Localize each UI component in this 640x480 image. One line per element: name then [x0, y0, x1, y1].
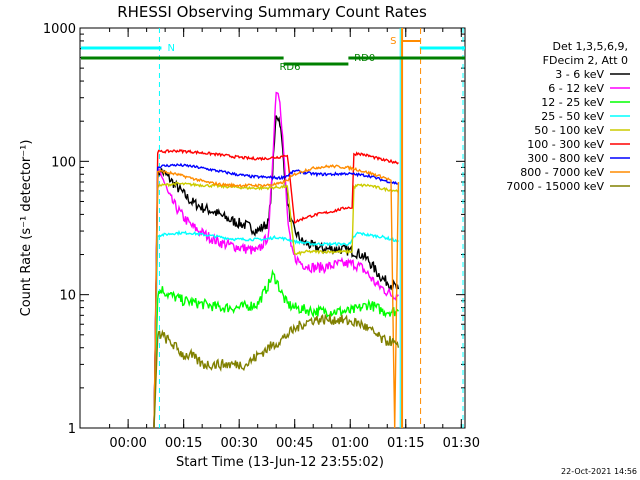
x-tick-label: 01:15 [387, 436, 424, 451]
night-label: N [167, 43, 174, 54]
y-axis-label: Count Rate (s⁻¹ detector⁻¹) [19, 140, 34, 317]
x-tick-label: 00:00 [109, 436, 146, 451]
series-line [153, 181, 399, 428]
y-tick-label: 1 [68, 422, 76, 437]
series-line [153, 91, 399, 428]
series-line [153, 164, 400, 428]
series-line [153, 162, 399, 428]
legend-label: 300 - 800 keV [527, 152, 604, 165]
rd-label: RD0 [354, 53, 375, 64]
legend-label: 25 - 50 keV [541, 110, 604, 123]
legend-label: 12 - 25 keV [541, 96, 604, 109]
legend-label: 6 - 12 keV [548, 82, 604, 95]
x-tick-label: 01:30 [443, 436, 480, 451]
x-tick-label: 00:30 [220, 436, 257, 451]
legend-label: 7000 - 15000 keV [506, 180, 604, 193]
legend-label: 100 - 300 keV [527, 138, 604, 151]
plot-frame [79, 27, 466, 429]
chart-title: RHESSI Observing Summary Count Rates [117, 3, 427, 21]
series-line [153, 313, 400, 428]
y-tick-label: 10 [59, 289, 76, 304]
legend-header: FDecim 2, Att 0 [543, 54, 628, 67]
x-axis-label: Start Time (13-Jun-12 23:55:02) [176, 455, 384, 470]
saa-label: S [390, 36, 396, 47]
y-tick-label: 1000 [43, 22, 76, 37]
timestamp-label: 22-Oct-2021 14:56 [561, 467, 637, 476]
x-tick-label: 00:15 [165, 436, 202, 451]
y-tick-label: 100 [51, 155, 76, 170]
series-line [153, 229, 399, 428]
legend-label: 50 - 100 keV [534, 124, 604, 137]
x-tick-label: 00:45 [276, 436, 313, 451]
legend-label: 3 - 6 keV [555, 68, 604, 81]
series-line [153, 148, 399, 428]
series-line [153, 268, 399, 428]
rd-label: RD6 [279, 62, 300, 73]
x-tick-label: 01:00 [332, 436, 369, 451]
legend-label: 800 - 7000 keV [520, 166, 604, 179]
series-line [153, 115, 400, 428]
legend-header: Det 1,3,5,6,9, [552, 40, 628, 53]
